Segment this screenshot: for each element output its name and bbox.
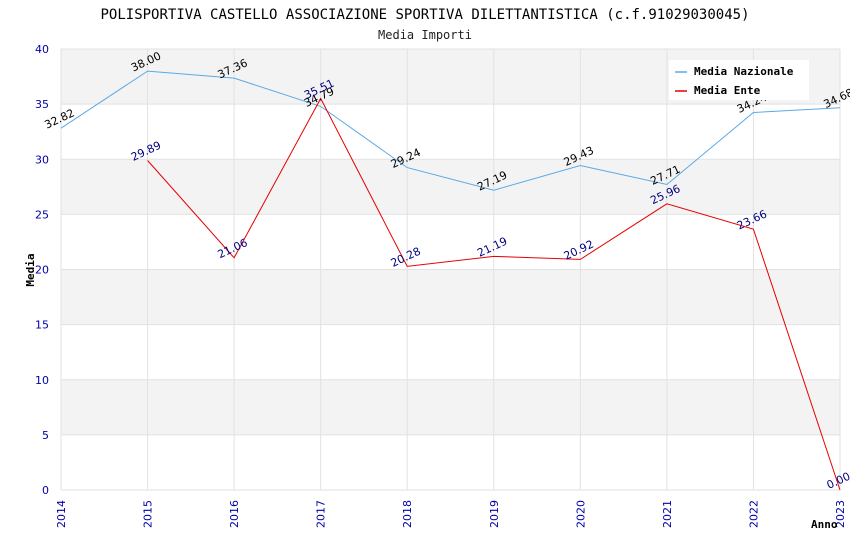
y-axis-label: Media <box>24 253 37 286</box>
x-tick-label: 2017 <box>315 500 328 528</box>
y-axis-ticks: 0 5 10 15 20 25 30 35 40 <box>35 43 49 497</box>
legend: Media Nazionale Media Ente <box>669 60 809 100</box>
x-tick-label: 2021 <box>661 500 674 528</box>
plot-band <box>61 324 840 380</box>
y-tick-label: 5 <box>42 429 49 442</box>
gridlines <box>60 48 841 491</box>
x-tick-label: 2020 <box>574 500 587 528</box>
x-tick-label: 2016 <box>228 500 241 528</box>
y-tick-label: 10 <box>35 374 49 387</box>
plot-band <box>61 379 840 435</box>
x-axis-ticks: 2014 2015 2016 2017 2018 2019 2020 2021 2022 2023 <box>55 500 847 528</box>
y-tick-label: 40 <box>35 43 49 56</box>
x-tick-label: 2019 <box>488 500 501 528</box>
chart-title: POLISPORTIVA CASTELLO ASSOCIAZIONE SPORT… <box>100 7 749 23</box>
legend-box <box>669 60 809 100</box>
y-tick-label: 20 <box>35 264 49 277</box>
plot-band <box>61 214 840 270</box>
plot-background-bands <box>61 49 840 490</box>
legend-label-ente: Media Ente <box>694 84 761 97</box>
series-line-media-ente <box>147 97 841 491</box>
y-tick-label: 25 <box>35 208 49 221</box>
plot-band <box>61 104 840 160</box>
y-tick-label: 0 <box>42 484 49 497</box>
series-lines <box>60 70 841 491</box>
legend-label-nazionale: Media Nazionale <box>694 65 794 78</box>
y-tick-label: 35 <box>35 98 49 111</box>
x-tick-label: 2018 <box>401 500 414 528</box>
x-tick-label: 2014 <box>55 500 68 528</box>
series-line-media-nazionale <box>60 70 841 191</box>
x-axis-label: Anno <box>811 518 838 531</box>
x-tick-label: 2022 <box>747 500 760 528</box>
plot-band <box>61 434 840 490</box>
y-tick-label: 15 <box>35 319 49 332</box>
plot-band <box>61 159 840 215</box>
x-tick-label: 2023 <box>834 500 847 528</box>
y-tick-label: 30 <box>35 153 49 166</box>
plot-band <box>61 269 840 325</box>
chart-subtitle: Media Importi <box>378 28 472 42</box>
x-tick-label: 2015 <box>142 500 155 528</box>
